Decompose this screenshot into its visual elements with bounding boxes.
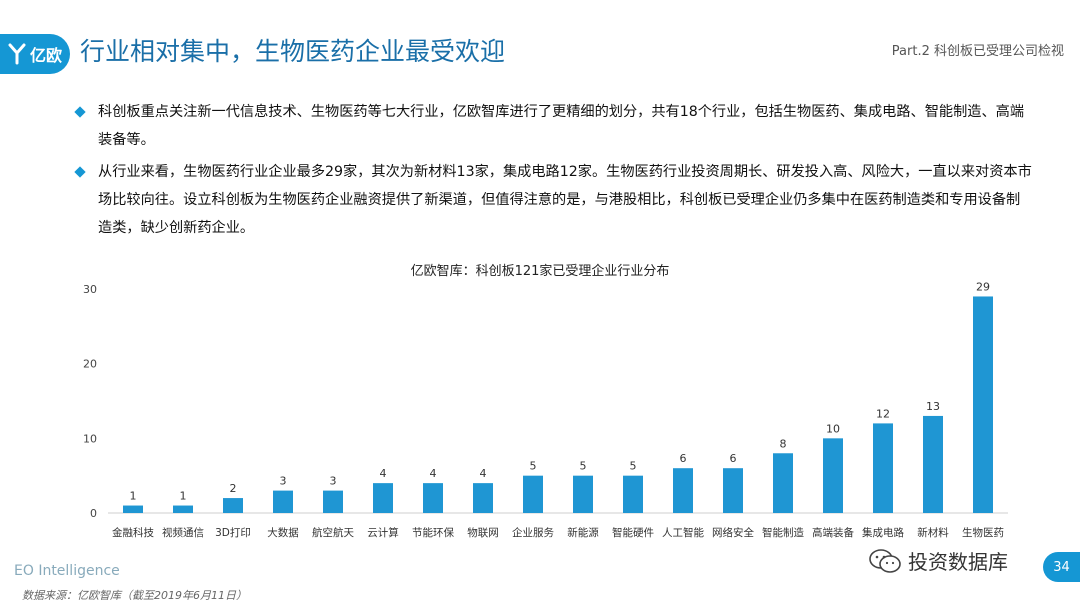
data-label: 1 xyxy=(180,490,187,503)
data-label: 5 xyxy=(530,460,537,473)
bar xyxy=(673,468,693,513)
data-label: 1 xyxy=(130,490,137,503)
bar xyxy=(373,483,393,513)
bullet-list: 科创板重点关注新一代信息技术、生物医药等七大行业，亿欧智库进行了更精细的划分，共… xyxy=(72,98,1032,246)
data-label: 3 xyxy=(330,475,337,488)
wechat-icon xyxy=(869,548,901,573)
logo-text: 亿欧 xyxy=(29,46,62,65)
section-label: Part.2 科创板已受理公司检视 xyxy=(891,44,1064,59)
bar xyxy=(623,475,643,513)
data-label: 5 xyxy=(630,460,637,473)
watermark-text: 投资数据库 xyxy=(908,550,1008,574)
bar xyxy=(723,468,743,513)
bullet-item: 科创板重点关注新一代信息技术、生物医药等七大行业，亿欧智库进行了更精细的划分，共… xyxy=(72,98,1032,154)
x-tick-label: 智能制造 xyxy=(762,526,804,539)
y-tick-label: 0 xyxy=(90,507,97,520)
data-label: 10 xyxy=(826,422,840,435)
data-label: 6 xyxy=(730,452,737,465)
bar xyxy=(773,453,793,513)
bar xyxy=(323,490,343,513)
data-label: 13 xyxy=(926,400,940,413)
x-tick-label: 新能源 xyxy=(567,526,599,539)
data-label: 2 xyxy=(230,482,237,495)
chart-title: 亿欧智库：科创板121家已受理企业行业分布 xyxy=(410,264,670,279)
x-tick-label: 生物医药 xyxy=(962,526,1004,539)
bar xyxy=(923,415,943,513)
x-tick-label: 云计算 xyxy=(367,526,399,539)
source-note: 数据来源：亿欧智库（截至2019年6月11日） xyxy=(22,589,247,602)
data-label: 4 xyxy=(430,467,437,480)
bar xyxy=(223,498,243,513)
data-label: 6 xyxy=(680,452,687,465)
x-tick-label: 节能环保 xyxy=(412,526,454,539)
x-tick-label: 高端装备 xyxy=(812,526,854,539)
data-label: 12 xyxy=(876,407,890,420)
bullet-text: 科创板重点关注新一代信息技术、生物医药等七大行业，亿欧智库进行了更精细的划分，共… xyxy=(98,104,1025,148)
watermark: 投资数据库 xyxy=(868,546,1008,575)
y-tick-label: 10 xyxy=(83,432,97,445)
bar xyxy=(123,505,143,513)
bar xyxy=(273,490,293,513)
brand-footer: EO Intelligence xyxy=(14,563,120,579)
x-tick-label: 航空航天 xyxy=(312,526,354,539)
x-tick-label: 物联网 xyxy=(467,526,499,539)
x-tick-label: 人工智能 xyxy=(662,526,704,539)
data-label: 3 xyxy=(280,475,287,488)
data-label: 4 xyxy=(380,467,387,480)
x-tick-label: 金融科技 xyxy=(112,526,154,539)
x-tick-label: 集成电路 xyxy=(862,526,904,539)
y-tick-label: 20 xyxy=(83,358,97,371)
bar xyxy=(823,438,843,513)
bar xyxy=(473,483,493,513)
bullet-item: 从行业来看，生物医药行业企业最多29家，其次为新材料13家，集成电路12家。生物… xyxy=(72,158,1032,242)
bullet-text: 从行业来看，生物医药行业企业最多29家，其次为新材料13家，集成电路12家。生物… xyxy=(98,164,1032,236)
x-tick-label: 3D打印 xyxy=(215,526,251,539)
bar xyxy=(173,505,193,513)
data-label: 8 xyxy=(780,437,787,450)
logo: 亿欧 xyxy=(0,34,70,74)
logo-icon xyxy=(8,43,26,65)
x-tick-label: 网络安全 xyxy=(712,526,754,539)
bar xyxy=(973,296,993,513)
bar xyxy=(523,475,543,513)
data-label: 5 xyxy=(580,460,587,473)
x-tick-label: 视频通信 xyxy=(162,526,204,539)
page-title: 行业相对集中，生物医药企业最受欢迎 xyxy=(80,37,506,66)
bar xyxy=(573,475,593,513)
y-tick-label: 30 xyxy=(83,283,97,296)
x-tick-label: 新材料 xyxy=(917,526,949,539)
data-label: 4 xyxy=(480,467,487,480)
bar xyxy=(873,423,893,513)
x-tick-label: 智能硬件 xyxy=(612,526,654,539)
x-tick-label: 大数据 xyxy=(267,526,299,539)
bar xyxy=(423,483,443,513)
data-label: 29 xyxy=(976,280,990,293)
x-tick-label: 企业服务 xyxy=(512,526,554,539)
page-number: 34 xyxy=(1043,552,1080,582)
